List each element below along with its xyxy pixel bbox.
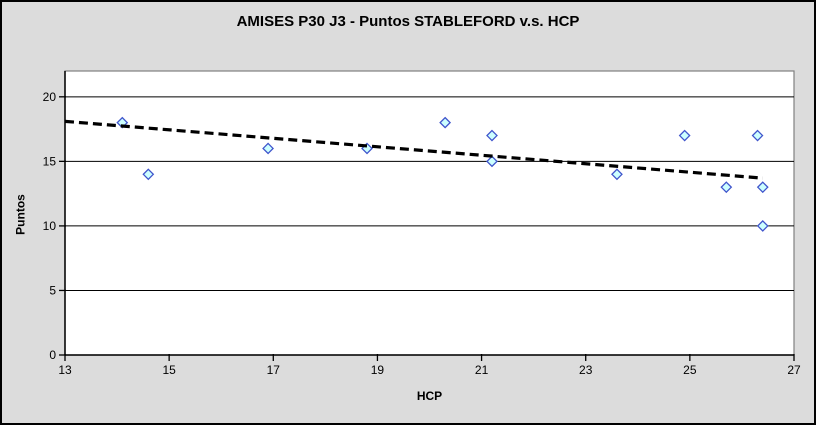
y-tick-label: 20 — [43, 90, 57, 104]
data-point-marker — [678, 129, 691, 142]
data-point-marker — [611, 168, 623, 181]
chart-title: AMISES P30 J3 - Puntos STABLEFORD v.s. H… — [236, 13, 580, 30]
y-tick-label: 0 — [49, 348, 56, 362]
y-tick-label: 10 — [43, 219, 57, 233]
x-tick-label: 19 — [371, 363, 385, 377]
data-point-marker — [439, 116, 452, 129]
data-point-marker — [262, 142, 274, 155]
data-point-marker — [756, 219, 769, 232]
trendline — [64, 119, 763, 180]
data-point-marker — [486, 155, 498, 168]
data-point-marker — [142, 168, 155, 181]
y-tick-label: 5 — [49, 283, 56, 297]
x-tick-label: 23 — [579, 363, 593, 377]
x-axis-title: HCP — [416, 389, 443, 403]
data-point-marker — [116, 116, 129, 129]
x-tick-label: 21 — [475, 363, 489, 377]
x-tick-label: 17 — [267, 363, 281, 377]
x-tick-label: 13 — [58, 363, 72, 377]
data-point-marker — [720, 181, 733, 194]
data-point-marker — [756, 181, 769, 194]
y-tick-label: 15 — [43, 154, 57, 168]
y-axis-title: Puntos — [13, 194, 28, 235]
x-tick-label: 25 — [683, 363, 697, 377]
data-point-marker — [751, 129, 764, 142]
x-tick-label: 27 — [787, 363, 801, 377]
data-point-marker — [486, 129, 498, 142]
plot-background — [64, 70, 795, 356]
x-tick-label: 15 — [162, 363, 176, 377]
